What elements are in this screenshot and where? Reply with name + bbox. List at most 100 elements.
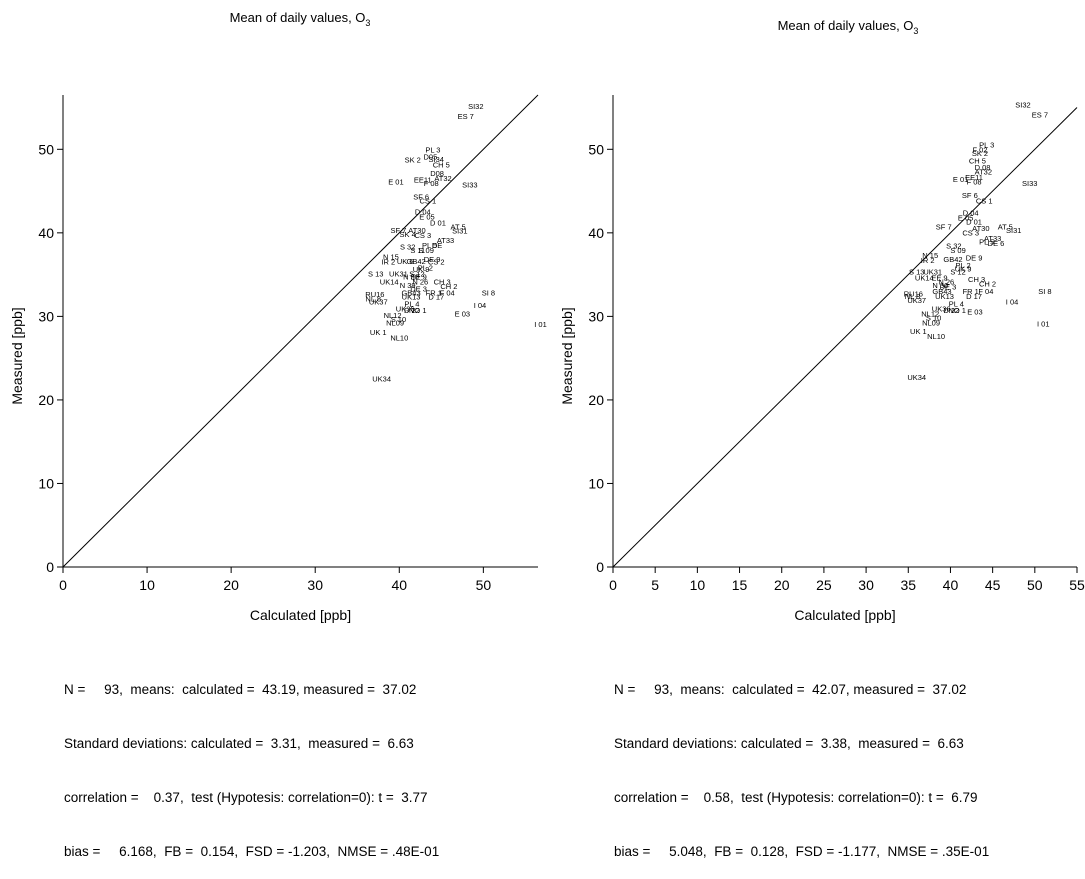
chart2-point-label: NL12 xyxy=(921,309,939,318)
chart2-x-tick-label: 0 xyxy=(609,577,617,593)
chart1-point-label: N 30 xyxy=(403,273,419,282)
chart1-point-label: SF 7 xyxy=(391,226,407,235)
chart2-point-label: PL 3 xyxy=(979,141,994,150)
chart1-point-label: UK 1 xyxy=(370,328,387,337)
chart1-point-label: NL10 xyxy=(390,334,408,343)
stats-line: bias = 5.048, FB = 0.128, FSD = -1.177, … xyxy=(614,844,990,859)
chart2-point-label: UK36 xyxy=(932,304,951,313)
chart1-point-label: EE 9 xyxy=(410,273,426,282)
chart1-point-label: S 09 xyxy=(418,246,433,255)
chart2-point-label: EE 9 xyxy=(931,273,947,282)
chart1-point-label: SI 8 xyxy=(482,288,495,297)
chart2-point-label: SF 6 xyxy=(962,191,978,200)
chart2-point-label: UK 9 xyxy=(955,264,972,273)
chart2-point-label: NL09 xyxy=(922,319,940,328)
chart2-point-label: UK 1 xyxy=(910,327,927,336)
chart1-point-label: PL 2 xyxy=(418,263,433,272)
chart2-point-label: NL 8 xyxy=(905,292,921,301)
chart2-x-tick-label: 55 xyxy=(1069,577,1085,593)
chart1-point-label: PL 4 xyxy=(404,299,419,308)
chart1-point-label: CH 2 xyxy=(440,282,457,291)
chart1-point-label: PL 5 xyxy=(422,241,437,250)
chart1-title: Mean of daily values, O3 xyxy=(230,10,371,28)
stats-panel-right: N = 93, means: calculated = 42.07, measu… xyxy=(614,645,989,879)
chart2-point-label: IR 2 xyxy=(921,256,935,265)
stats-panel-left: N = 93, means: calculated = 43.19, measu… xyxy=(64,645,439,879)
chart1-point-label: UK14 xyxy=(380,278,399,287)
chart1-point-label: NO 1 xyxy=(409,306,427,315)
chart2-x-tick-label: 40 xyxy=(943,577,959,593)
chart1-point-label: S 10 xyxy=(391,315,406,324)
chart1-point-label: AT32 xyxy=(434,174,451,183)
chart2-x-tick-label: 45 xyxy=(985,577,1001,593)
chart1-y-tick-label: 20 xyxy=(38,392,54,408)
chart2-point-label: RU16 xyxy=(904,289,923,298)
chart2-point-label: PL 2 xyxy=(956,261,971,270)
chart1-point-label: UK31 xyxy=(389,269,408,278)
chart2-point-label: ES 7 xyxy=(1032,111,1048,120)
chart1-y-tick-label: 40 xyxy=(38,225,54,241)
chart2-point-label: FR 1 xyxy=(963,287,979,296)
chart1-point-label: SF 6 xyxy=(413,192,429,201)
chart2-point-label: DE 9 xyxy=(966,253,983,262)
chart2-x-tick-label: 35 xyxy=(900,577,916,593)
chart1-x-axis-label: Calculated [ppb] xyxy=(250,607,351,623)
chart2-point-label: NO 1 xyxy=(948,306,966,315)
chart2-x-axis-label: Calculated [ppb] xyxy=(794,607,895,623)
chart2-point-label: S 32 xyxy=(946,242,961,251)
chart2-point-label: F 04 xyxy=(978,287,993,296)
chart1-x-tick-label: 50 xyxy=(476,577,492,593)
chart2-y-tick-label: 30 xyxy=(588,308,604,324)
chart2-x-tick-label: 20 xyxy=(774,577,790,593)
chart2-point-label: D 08 xyxy=(975,163,991,172)
chart2-x-tick-label: 50 xyxy=(1027,577,1043,593)
chart1-x-tick-label: 20 xyxy=(223,577,239,593)
chart2-point-label: CH 3 xyxy=(968,275,985,284)
chart1-point-label: S 13 xyxy=(368,269,383,278)
chart1-point-label: NL 8 xyxy=(365,294,381,303)
chart2-title-subscript: 3 xyxy=(913,26,918,36)
chart1-point-label: UK 9 xyxy=(413,265,430,274)
chart1-point-label: D 04 xyxy=(415,207,431,216)
chart2-point-label: UK13 xyxy=(935,292,954,301)
chart2-x-tick-label: 10 xyxy=(690,577,706,593)
chart1-point-label: NL09 xyxy=(386,319,404,328)
chart1-point-label: UK37 xyxy=(369,298,388,307)
chart1-point-label: S 12 xyxy=(409,269,424,278)
chart2-point-label: CH 5 xyxy=(969,157,986,166)
chart2-point-label: UK34 xyxy=(907,373,926,382)
chart1-point-label: CH 5 xyxy=(433,161,450,170)
chart2-point-label: EE11 xyxy=(965,173,983,182)
chart1-point-label: SI32 xyxy=(468,102,483,111)
chart1-point-label: AT33 xyxy=(437,236,454,245)
chart1-point-label: EE11 xyxy=(414,176,432,185)
chart1-point-label: I 01 xyxy=(534,320,547,329)
chart1-point-label: SI31 xyxy=(452,227,467,236)
chart2-y-tick-label: 0 xyxy=(596,559,604,575)
chart2-x-tick-label: 25 xyxy=(816,577,832,593)
stats-line: bias = 6.168, FB = 0.154, FSD = -1.203, … xyxy=(64,844,440,859)
chart2-point-label: AT 5 xyxy=(998,222,1013,231)
chart1-y-tick-label: 0 xyxy=(46,559,54,575)
chart1-point-label: ES 7 xyxy=(458,112,474,121)
chart1-point-label: D08 xyxy=(430,169,444,178)
chart2-y-axis-label: Measured [ppb] xyxy=(559,307,575,404)
chart1-point-label: S 32 xyxy=(400,243,415,252)
chart1-point-label: D 01 xyxy=(430,218,446,227)
chart2-point-label: UK31 xyxy=(923,268,942,277)
chart1-point-label: AT 5 xyxy=(451,222,466,231)
chart2-point-label: D 01 xyxy=(966,217,982,226)
chart2-point-label: E 01 xyxy=(953,175,968,184)
chart2-point-label: D 04 xyxy=(963,208,979,217)
chart2-point-label: D 22 xyxy=(943,306,959,315)
chart2-point-label: PL 5 xyxy=(979,238,994,247)
chart1-x-tick-label: 40 xyxy=(391,577,407,593)
chart1-y-axis-label: Measured [ppb] xyxy=(9,307,25,404)
chart1-point-label: DE xyxy=(432,241,442,250)
chart1-point-label: N 15 xyxy=(383,253,399,262)
chart1-point-label: UK34 xyxy=(372,375,391,384)
chart1-point-label: UK13 xyxy=(402,293,421,302)
chart2-point-label: NL10 xyxy=(927,332,945,341)
chart2-point-label: SI32 xyxy=(1015,101,1030,110)
chart1-point-label: N 26 xyxy=(412,278,428,287)
